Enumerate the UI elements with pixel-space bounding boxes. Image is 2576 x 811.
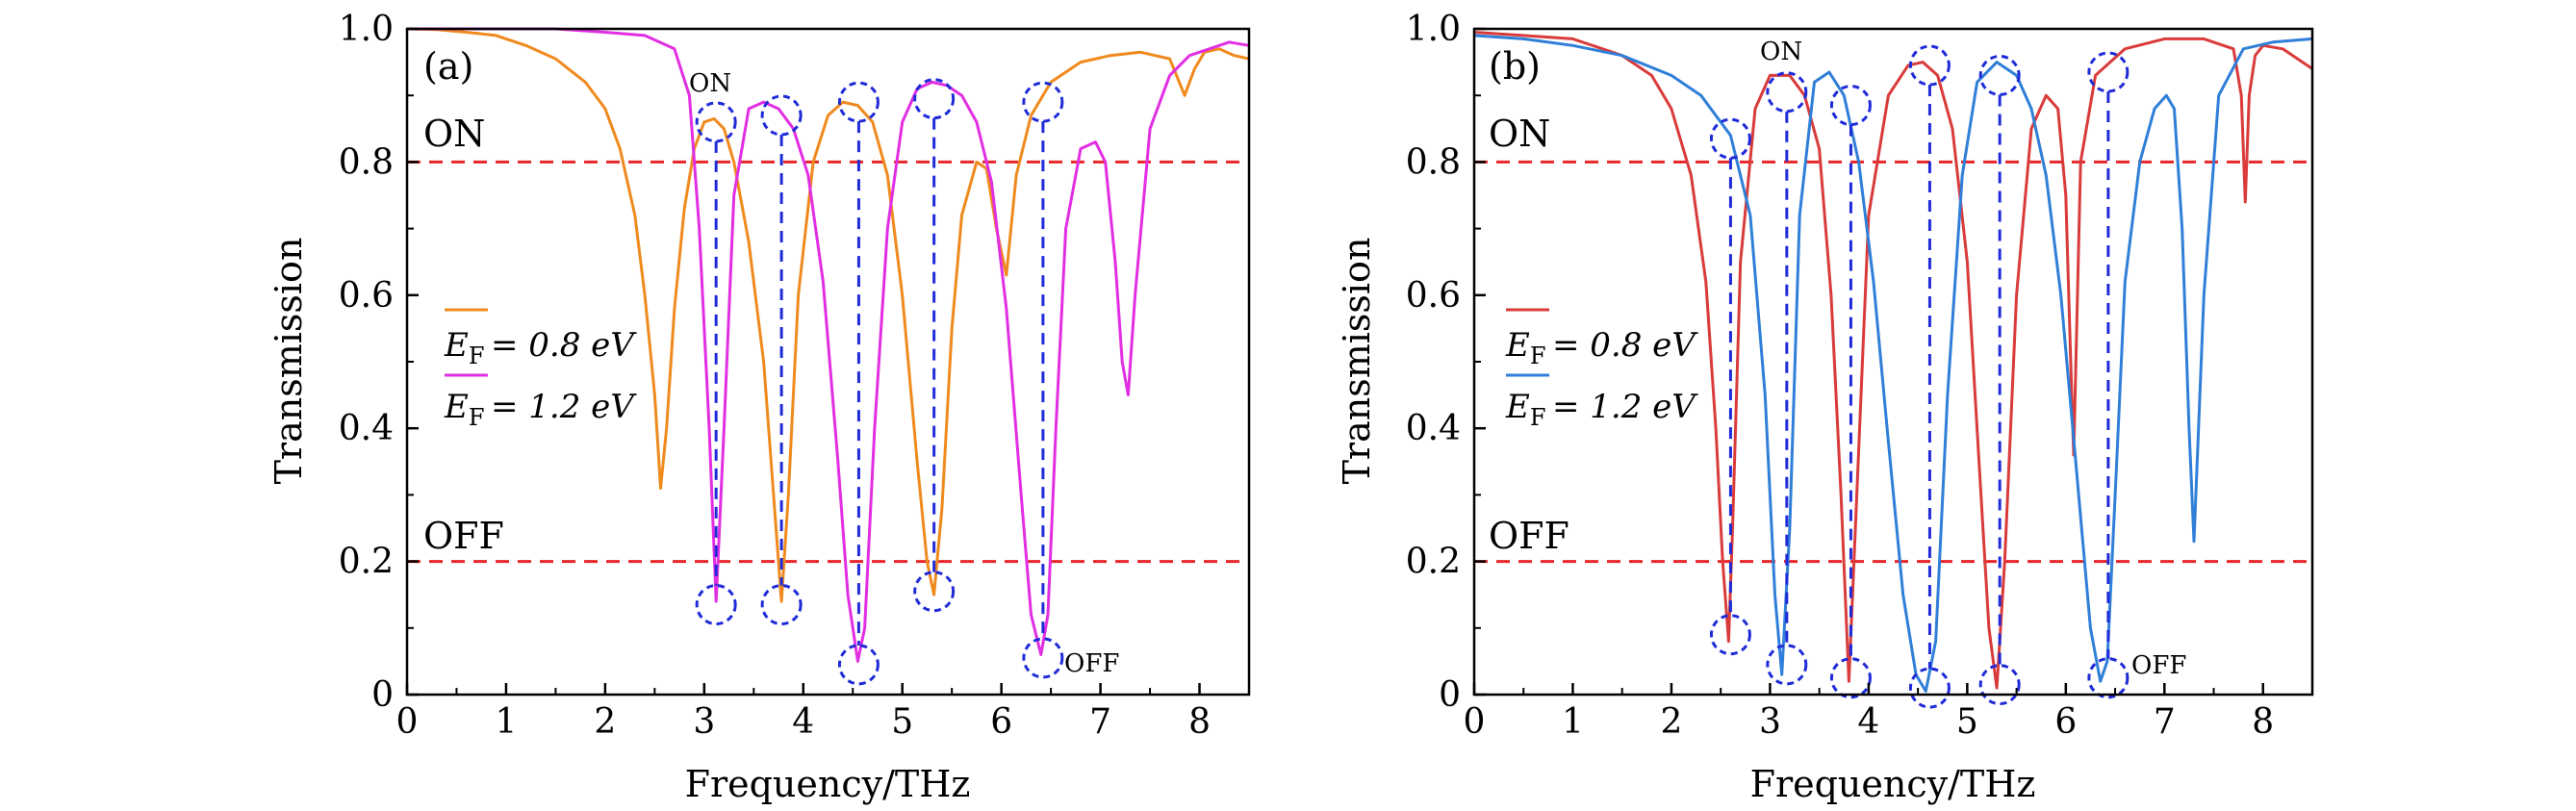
series-line-b-0 [1473, 31, 2313, 690]
series-line-a-1 [407, 27, 1250, 663]
on-marker-a-1 [760, 94, 803, 137]
x-tick-label-b-8: 8 [2252, 702, 2274, 742]
off-threshold-label-a: OFF [423, 515, 504, 557]
legend-label-b-1: = 1.2 eV [1552, 388, 1698, 426]
on-threshold-label-b: ON [1489, 113, 1550, 155]
legend-symbol-a-1: EF [444, 388, 484, 431]
y-tick-label-a-3: 0.6 [339, 276, 394, 316]
x-tick-label-b-2: 2 [1660, 702, 1682, 742]
x-axis-label-a: Frequency/THz [685, 763, 971, 805]
off-marker-a-3 [913, 570, 956, 613]
on-marker-b-2 [1829, 85, 1872, 127]
on-marker-b-3 [1908, 44, 1951, 87]
y-tick-label-b-2: 0.4 [1406, 409, 1461, 448]
y-axis-label-b: Transmission [1336, 238, 1378, 485]
series-line-a-0 [406, 27, 1250, 603]
on-marker-b-4 [1978, 54, 2021, 96]
x-tick-label-b-4: 4 [1857, 702, 1879, 742]
legend-symbol-a-0: EF [444, 326, 484, 369]
x-tick-label-a-7: 7 [1089, 702, 1111, 742]
y-tick-label-a-1: 0.2 [339, 543, 394, 582]
chart-panel-a: 0 1 2 3 4 5 6 7 800.20.40.60.81.0 (a) ON OFF ON … [268, 10, 1251, 805]
y-tick-label-b-4: 0.8 [1406, 142, 1461, 182]
x-tick-label-a-2: 2 [594, 702, 616, 742]
panel-label-a: (a) [423, 45, 473, 88]
off-annotation-b: OFF [2131, 651, 2186, 680]
off-marker-b-1 [1766, 644, 1808, 686]
x-tick-label-b-0: 0 [1464, 702, 1486, 742]
on-annotation-b: ON [1760, 38, 1802, 66]
off-marker-b-3 [1908, 667, 1951, 709]
legend-a: EF = 0.8 eV EF = 1.2 eV [444, 308, 637, 431]
y-tick-label-b-0: 0 [1439, 675, 1461, 715]
x-tick-label-a-1: 1 [495, 702, 517, 742]
plot-area-a: 0 1 2 3 4 5 6 7 8 0 0.2 0.4 0.6 0.8 1.0 [339, 10, 1251, 742]
x-tick-label-b-3: 3 [1759, 702, 1781, 742]
on-marker-b-1 [1766, 71, 1808, 114]
x-axis-label-b: Frequency/THz [1750, 763, 2036, 805]
panel-label-b: (b) [1489, 45, 1541, 88]
x-tick-label-b-7: 7 [2154, 702, 2176, 742]
on-annotation-a: ON [689, 69, 731, 98]
y-tick-label-a-0: 0 [371, 675, 394, 715]
legend-b: EF = 0.8 eV EF = 1.2 eV [1505, 308, 1698, 431]
off-marker-b-5 [2087, 657, 2130, 699]
legend-entry-b-0: EF = 0.8 eV [1505, 326, 1698, 369]
y-tick-label-a-2: 0.4 [339, 409, 394, 448]
off-marker-b-2 [1829, 657, 1872, 699]
x-tick-label-a-4: 4 [792, 702, 814, 742]
x-tick-label-b-6: 6 [2054, 702, 2077, 742]
x-tick-label-a-8: 8 [1188, 702, 1211, 742]
on-marker-a-4 [1022, 81, 1064, 123]
off-marker-b-0 [1709, 614, 1751, 656]
on-marker-a-0 [695, 101, 737, 143]
legend-label-a-1: = 1.2 eV [491, 388, 637, 426]
series-line-b-1 [1473, 34, 2313, 693]
legend-entry-b-1: EF = 1.2 eV [1505, 388, 1698, 431]
on-marker-b-5 [2087, 51, 2130, 93]
off-marker-a-4 [1022, 637, 1064, 679]
x-tick-label-b-1: 1 [1562, 702, 1584, 742]
legend-entry-a-0: EF = 0.8 eV [444, 326, 637, 369]
legend-label-b-0: = 0.8 eV [1552, 326, 1698, 365]
legend-symbol-b-0: EF [1505, 326, 1545, 369]
x-tick-label-a-6: 6 [990, 702, 1012, 742]
off-annotation-a: OFF [1064, 649, 1119, 678]
y-tick-label-b-3: 0.6 [1406, 276, 1461, 316]
off-marker-a-1 [760, 584, 803, 626]
off-threshold-label-b: OFF [1489, 515, 1569, 557]
y-tick-label-b-1: 0.2 [1406, 543, 1461, 582]
y-tick-label-b-5: 1.0 [1406, 10, 1461, 49]
on-marker-b-0 [1709, 117, 1751, 160]
on-threshold-label-a: ON [423, 113, 485, 155]
on-marker-a-3 [913, 78, 956, 120]
x-tick-label-b-5: 5 [1956, 702, 1978, 742]
legend-label-a-0: = 0.8 eV [491, 326, 637, 365]
plot-area-b: 0 1 2 3 4 5 6 7 8 0 0.2 0.4 0.6 0.8 1.0 [1406, 10, 2314, 742]
y-tick-label-a-4: 0.8 [339, 142, 394, 182]
x-tick-label-a-3: 3 [693, 702, 715, 742]
y-axis-label-a: Transmission [268, 238, 310, 485]
x-tick-label-a-5: 5 [891, 702, 913, 742]
off-marker-a-2 [837, 644, 880, 686]
chart-panel-b: 0 1 2 3 4 5 6 7 800.20.40.60.81.0 (b) ON OFF ON … [1336, 10, 2314, 805]
legend-entry-a-1: EF = 1.2 eV [444, 388, 637, 431]
on-marker-a-2 [837, 81, 880, 123]
y-tick-label-a-5: 1.0 [339, 10, 394, 49]
off-marker-a-0 [695, 584, 737, 626]
legend-symbol-b-1: EF [1505, 388, 1545, 431]
off-marker-b-4 [1978, 664, 2021, 706]
x-tick-label-a-0: 0 [396, 702, 419, 742]
